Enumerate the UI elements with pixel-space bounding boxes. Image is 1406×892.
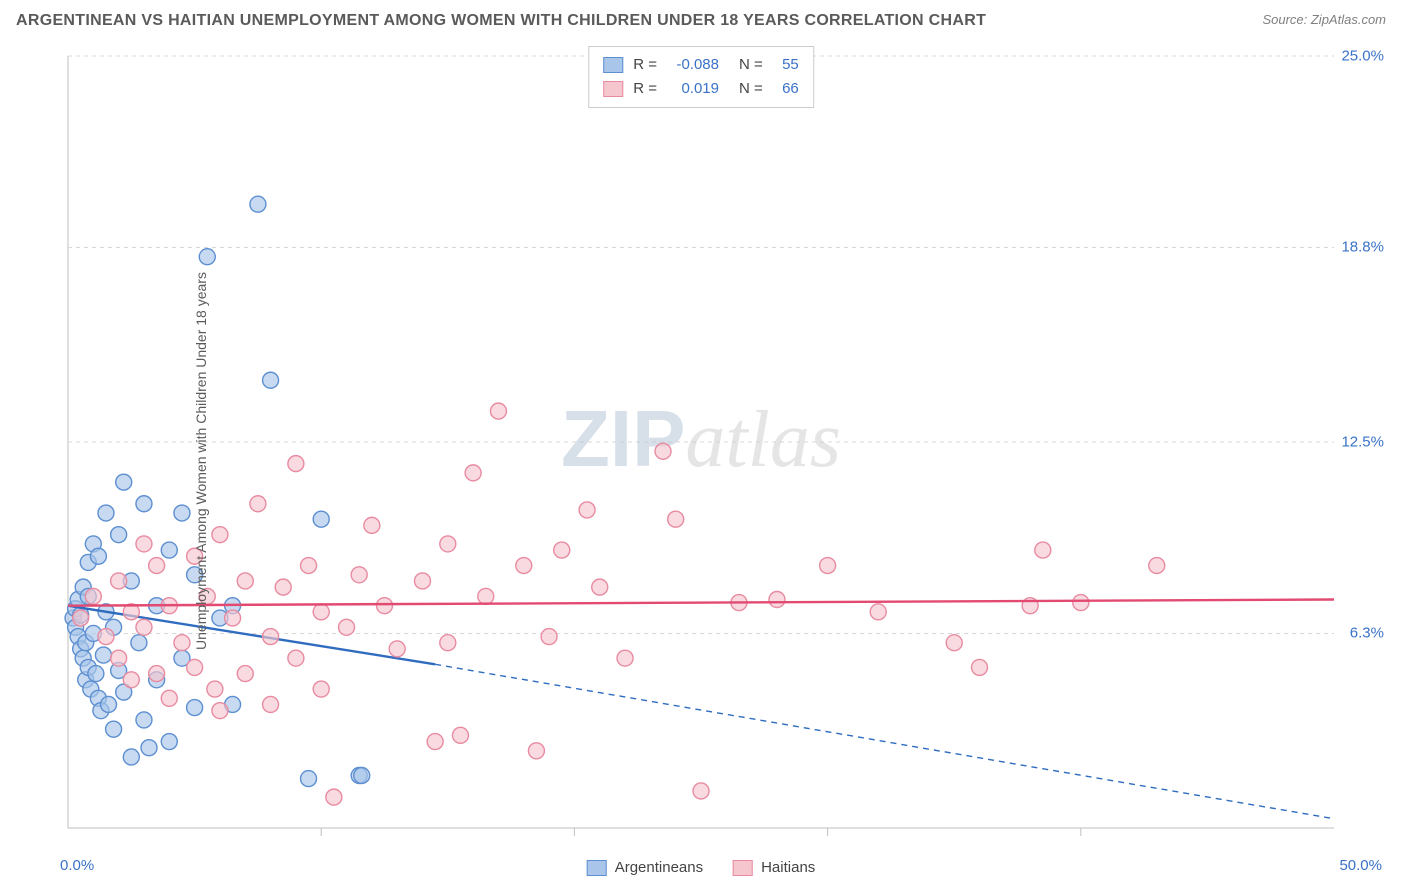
r-value: 0.019 [667, 77, 719, 101]
chart-header: ARGENTINEAN VS HAITIAN UNEMPLOYMENT AMON… [0, 0, 1406, 36]
legend-swatch [603, 81, 623, 97]
x-axis-max-label: 50.0% [1339, 857, 1382, 874]
n-label: N = [739, 77, 763, 101]
legend-row: R = -0.088 N = 55 [603, 53, 799, 77]
y-tick-label: 12.5% [1341, 434, 1384, 451]
legend-swatch [733, 860, 753, 876]
legend-row: R = 0.019 N = 66 [603, 77, 799, 101]
legend-swatch [587, 860, 607, 876]
chart-source: Source: ZipAtlas.com [1262, 12, 1386, 27]
y-tick-label: 25.0% [1341, 48, 1384, 65]
series-legend: Argentineans Haitians [587, 859, 816, 876]
chart-area: Unemployment Among Women with Children U… [16, 46, 1386, 876]
n-value: 66 [773, 77, 799, 101]
scatter-plot: ZIPatlas [16, 46, 1386, 876]
y-tick-label: 18.8% [1341, 239, 1384, 256]
y-tick-label: 6.3% [1350, 625, 1384, 642]
n-label: N = [739, 53, 763, 77]
r-label: R = [633, 53, 657, 77]
x-axis-min-label: 0.0% [60, 857, 94, 874]
r-label: R = [633, 77, 657, 101]
r-value: -0.088 [667, 53, 719, 77]
legend-label: Argentineans [615, 859, 703, 876]
legend-label: Haitians [761, 859, 815, 876]
svg-text:ZIPatlas: ZIPatlas [561, 394, 841, 484]
legend-item: Haitians [733, 859, 815, 876]
n-value: 55 [773, 53, 799, 77]
legend-item: Argentineans [587, 859, 703, 876]
chart-title: ARGENTINEAN VS HAITIAN UNEMPLOYMENT AMON… [16, 12, 986, 30]
y-axis-label: Unemployment Among Women with Children U… [193, 272, 209, 650]
correlation-legend: R = -0.088 N = 55 R = 0.019 N = 66 [588, 46, 814, 108]
legend-swatch [603, 57, 623, 73]
